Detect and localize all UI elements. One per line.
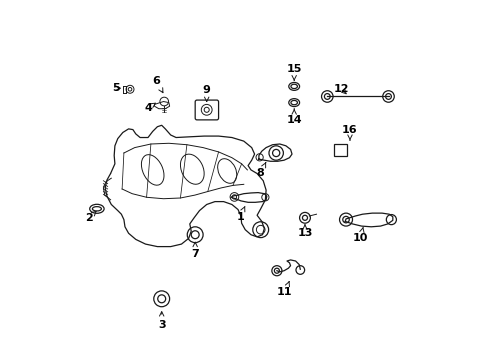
- Text: 6: 6: [152, 76, 163, 93]
- Text: 2: 2: [85, 211, 96, 223]
- Text: 3: 3: [158, 312, 165, 330]
- Text: 9: 9: [203, 85, 210, 102]
- Text: 8: 8: [256, 162, 265, 178]
- Text: 10: 10: [352, 227, 367, 243]
- Text: 15: 15: [286, 64, 301, 80]
- Text: 12: 12: [333, 84, 349, 94]
- Text: 11: 11: [277, 282, 292, 297]
- Text: 13: 13: [297, 225, 312, 238]
- Text: 16: 16: [342, 125, 357, 140]
- Text: 4: 4: [144, 103, 155, 113]
- Text: 5: 5: [112, 83, 120, 93]
- Text: 14: 14: [286, 109, 302, 125]
- Text: 7: 7: [191, 242, 199, 259]
- Text: 1: 1: [236, 206, 244, 222]
